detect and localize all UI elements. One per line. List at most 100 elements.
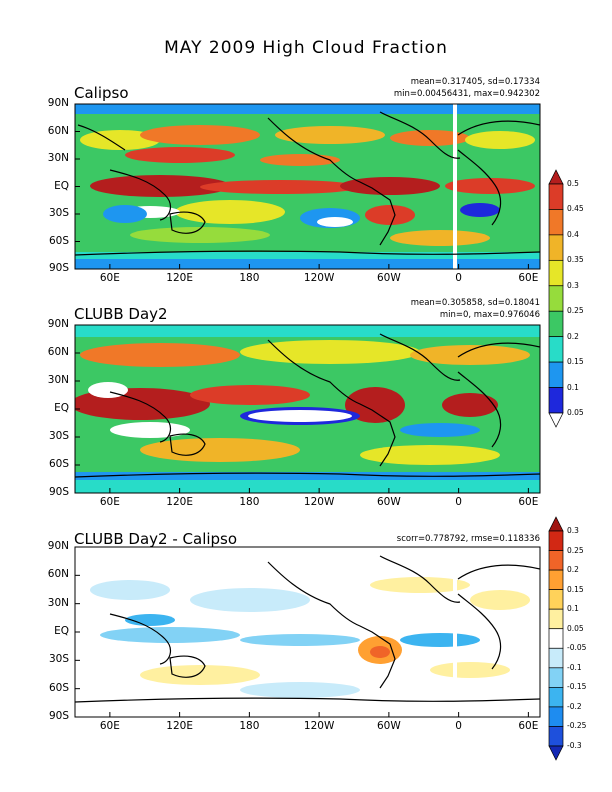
colorbar-top-top-extension <box>548 169 564 185</box>
colorbar-top-segment-0 <box>548 183 564 210</box>
panel-1-title: Calipso <box>74 84 129 102</box>
panel-2-xtick-0: 60E <box>99 496 120 508</box>
panel-3-ytick-3: EQ <box>54 625 69 637</box>
panel-3-ytick-1: 60N <box>47 568 69 581</box>
panel-1-ytick-3: EQ <box>54 179 69 192</box>
colorbar-bottom-label-4: 0.1 <box>567 604 579 614</box>
panel-3-xtick-0: 60E <box>99 720 120 732</box>
colorbar-top-label-0: 0.5 <box>567 179 579 188</box>
panel-1-coastlines <box>75 111 540 256</box>
panel-2-stats-line2: min=0, max=0.976046 <box>439 310 540 320</box>
colorbar-top-label-8: 0.1 <box>567 382 579 392</box>
panel-2-ytick-0: 90N <box>47 318 69 330</box>
panel-3-ytick-2: 30N <box>47 596 69 609</box>
panel-2-xtick-1: 120E <box>166 496 193 508</box>
panel-3-ytick-4: 30S <box>48 653 69 666</box>
colorbar-bottom-segment-10 <box>548 726 564 747</box>
colorbar-top-segment-1 <box>548 209 564 236</box>
colorbar-bottom <box>548 516 564 761</box>
colorbar-bottom-segment-4 <box>548 608 564 630</box>
panel-1-ytick-6: 90S <box>48 262 69 274</box>
colorbar-top-label-1: 0.45 <box>567 204 584 214</box>
colorbar-top-segment-8 <box>548 387 564 414</box>
panel-1-stats-line1: mean=0.317405, sd=0.17334 <box>410 77 540 87</box>
panel-2-ytick-3: EQ <box>54 402 69 414</box>
colorbar-top-segment-5 <box>548 310 564 338</box>
colorbar-top-bottom-extension <box>548 412 564 428</box>
panel-1-xtick-2: 180 <box>239 272 260 284</box>
panel-3-xtick-6: 60E <box>518 720 539 732</box>
colorbar-bottom-label-9: -0.2 <box>567 701 582 711</box>
colorbar-bottom-segment-0 <box>548 530 564 551</box>
panel-3-xtick-4: 60W <box>377 720 401 732</box>
colorbar-top-label-6: 0.2 <box>567 331 579 341</box>
colorbar-bottom-top-extension <box>548 516 564 532</box>
figure-title: MAY 2009 High Cloud Fraction <box>164 38 448 58</box>
colorbar-bottom-segment-2 <box>548 569 564 590</box>
panel-1-stats-line2: min=0.00456431, max=0.942302 <box>393 89 540 99</box>
panel-3-xtick-5: 0 <box>455 720 462 732</box>
panel-2-xtick-2: 180 <box>239 496 260 508</box>
panel-3-xtick-2: 180 <box>239 720 260 732</box>
colorbar-top-label-7: 0.15 <box>567 357 584 367</box>
colorbar-top-label-5: 0.25 <box>567 306 584 316</box>
panel-3-stats-line1: scorr=0.778792, rmse=0.118336 <box>396 534 540 544</box>
colorbar-bottom-label-2: 0.2 <box>567 565 579 575</box>
colorbar-top-segment-4 <box>548 285 564 312</box>
panel-2-map <box>75 325 540 493</box>
colorbar-bottom-segment-9 <box>548 706 564 727</box>
panel-2-xtick-5: 0 <box>455 496 462 508</box>
colorbar-bottom-label-3: 0.15 <box>567 584 584 594</box>
colorbar-bottom-segment-3 <box>548 589 564 610</box>
panel-3-ytick-5: 60S <box>48 681 69 694</box>
colorbar-bottom-bottom-extension <box>548 745 564 761</box>
panel-3-map <box>75 547 540 717</box>
panel-1-ytick-0: 90N <box>47 97 69 109</box>
panel-2-ytick-1: 60N <box>47 346 69 358</box>
panel-2-ytick-6: 90S <box>48 486 69 498</box>
colorbar-top-segment-7 <box>548 361 564 388</box>
colorbar-bottom-segment-6 <box>548 647 564 669</box>
panel-1-xtick-1: 120E <box>166 272 193 284</box>
colorbar-top-label-2: 0.4 <box>567 229 579 239</box>
panel-1-ytick-2: 30N <box>47 152 69 164</box>
colorbar-top-segment-3 <box>548 259 564 287</box>
panel-2-xtick-3: 120W <box>303 496 335 508</box>
colorbar-bottom-label-0: 0.3 <box>567 526 579 535</box>
panel-1-xtick-5: 0 <box>455 272 462 284</box>
panel-2-title: CLUBB Day2 <box>74 305 168 323</box>
panel-2-ytick-5: 60S <box>48 458 69 470</box>
panel-1-xtick-0: 60E <box>99 272 120 284</box>
colorbar-bottom-segment-5 <box>548 628 564 649</box>
colorbar-top-segment-6 <box>548 336 564 363</box>
colorbar-bottom-label-10: -0.25 <box>567 721 587 731</box>
panel-1-ytick-4: 30S <box>48 207 69 219</box>
panel-1-xtick-6: 60E <box>518 272 539 284</box>
colorbar-top-label-9: 0.05 <box>567 408 584 417</box>
panel-1-xtick-3: 120W <box>303 272 335 284</box>
panel-2-ytick-4: 30S <box>48 430 69 442</box>
colorbar-top-segment-2 <box>548 234 564 261</box>
panel-3-ytick-0: 90N <box>47 540 69 552</box>
colorbar-bottom-segment-8 <box>548 687 564 708</box>
panel-3-xtick-3: 120W <box>303 720 335 732</box>
panel-3-ytick-6: 90S <box>48 710 69 722</box>
colorbar-top-label-4: 0.3 <box>567 280 579 290</box>
panel-1-ytick-1: 60N <box>47 124 69 137</box>
panel-3-title: CLUBB Day2 - Calipso <box>74 530 238 548</box>
colorbar-bottom-label-6: -0.05 <box>567 643 587 653</box>
colorbar-bottom-label-11: -0.3 <box>567 741 582 750</box>
colorbar-bottom-label-8: -0.15 <box>567 682 587 692</box>
panel-3-coastlines <box>75 555 540 703</box>
colorbar-top-label-3: 0.35 <box>567 255 584 265</box>
panel-2-xtick-6: 60E <box>518 496 539 508</box>
panel-2-stats-line1: mean=0.305858, sd=0.18041 <box>410 298 540 308</box>
colorbar-bottom-segment-7 <box>548 667 564 688</box>
panel-2-ytick-2: 30N <box>47 374 69 386</box>
panel-1-ytick-5: 60S <box>48 234 69 247</box>
panel-3-xtick-1: 120E <box>166 720 193 732</box>
colorbar-bottom-label-5: 0.05 <box>567 623 584 633</box>
colorbar-bottom-segment-1 <box>548 550 564 571</box>
colorbar-top <box>548 169 564 428</box>
